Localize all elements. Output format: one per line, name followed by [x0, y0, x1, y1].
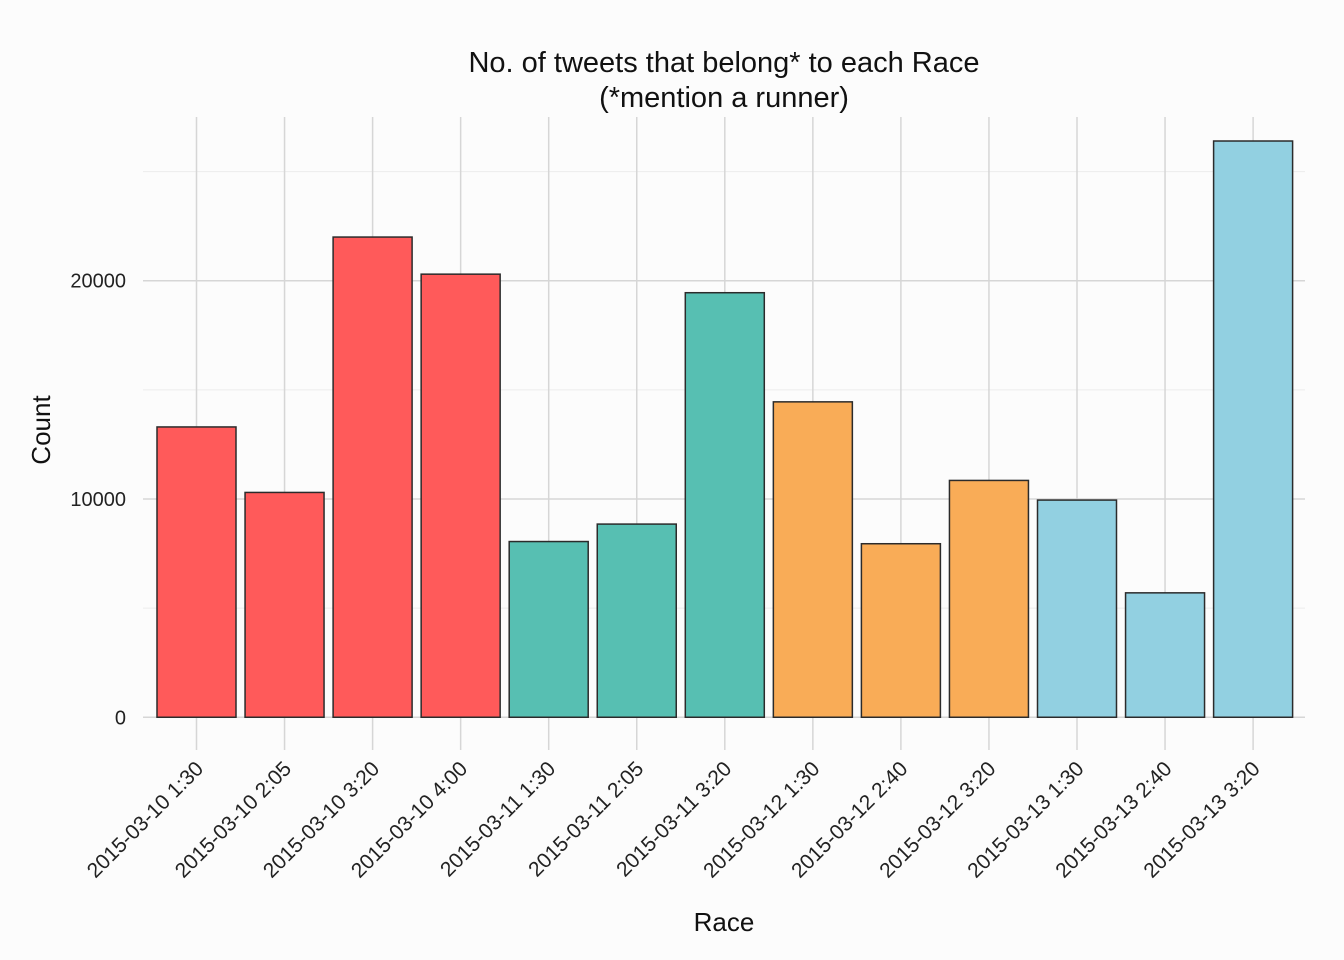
bar	[1036, 499, 1118, 719]
bar	[860, 542, 942, 719]
bar	[596, 523, 677, 719]
bar	[684, 291, 766, 719]
bar	[948, 479, 1030, 719]
bar	[420, 273, 501, 719]
y-axis-title: Count	[26, 395, 56, 465]
chart-subtitle: (*mention a runner)	[599, 82, 849, 114]
x-axis-title: Race	[694, 907, 755, 937]
bar	[332, 236, 413, 719]
y-tick-label: 10000	[70, 489, 126, 511]
bar	[508, 540, 589, 719]
bars	[156, 140, 1294, 719]
bar	[156, 426, 237, 719]
bar	[1212, 140, 1294, 719]
bar	[1124, 592, 1206, 719]
bar	[772, 401, 854, 719]
y-tick-label: 20000	[70, 271, 126, 293]
bar	[244, 491, 325, 719]
y-tick-labels: 0 10000 20000	[70, 271, 126, 730]
y-tick-label: 0	[115, 707, 126, 729]
chart-title: No. of tweets that belong* to each Race	[468, 47, 979, 79]
